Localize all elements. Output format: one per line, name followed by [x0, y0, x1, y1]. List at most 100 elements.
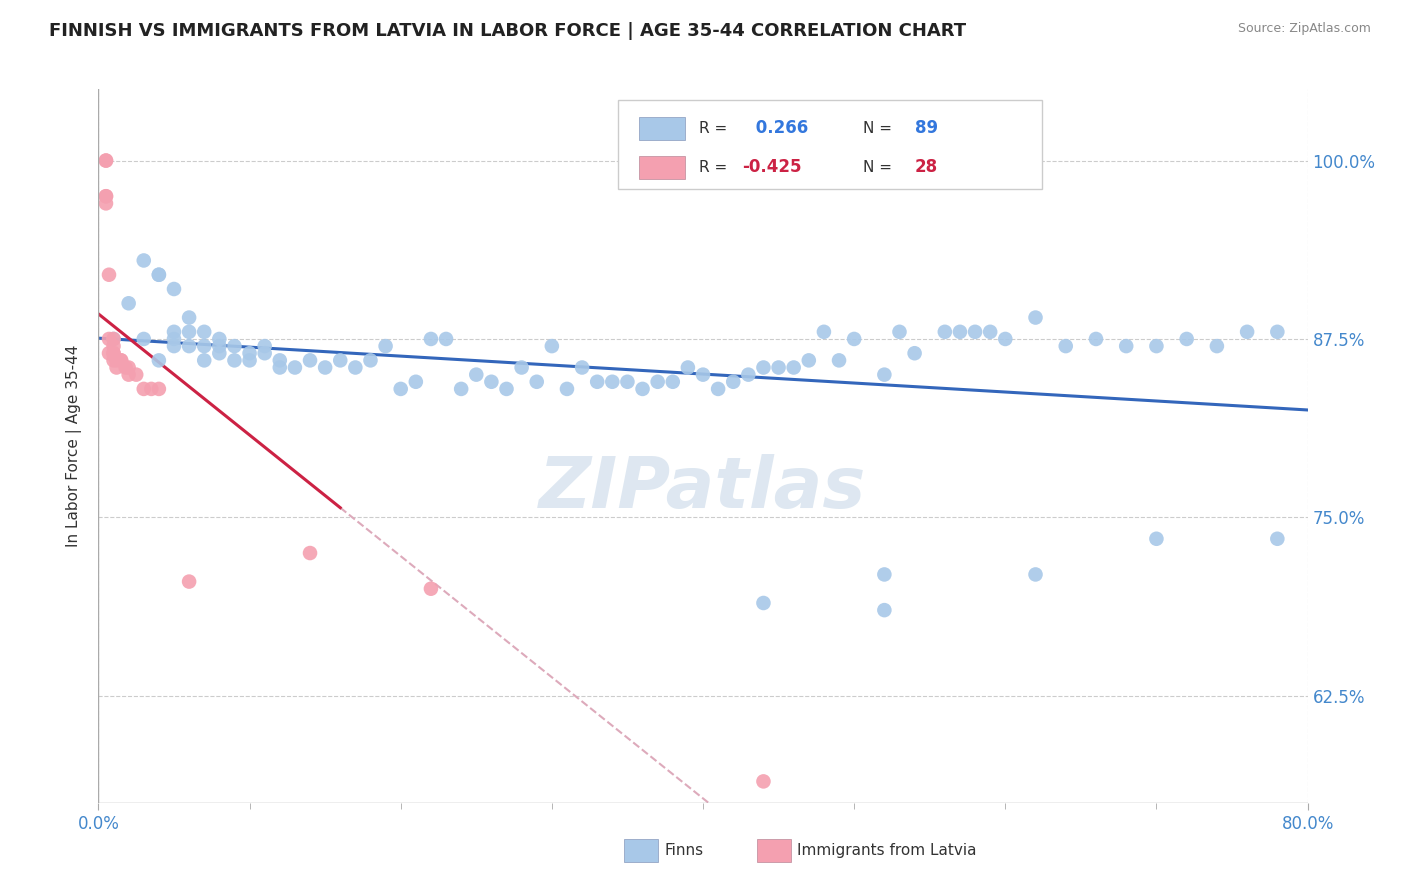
- Point: [98, 346, 121, 360]
- Text: Source: ZipAtlas.com: Source: ZipAtlas.com: [1237, 22, 1371, 36]
- Point: [132, 382, 155, 396]
- Point: [844, 332, 866, 346]
- Point: [253, 339, 276, 353]
- Point: [314, 360, 336, 375]
- Point: [526, 375, 548, 389]
- Point: [94, 153, 117, 168]
- Point: [752, 596, 775, 610]
- Point: [616, 375, 638, 389]
- Point: [239, 346, 262, 360]
- Point: [105, 353, 128, 368]
- Point: [889, 325, 911, 339]
- Point: [94, 153, 117, 168]
- Text: N =: N =: [863, 160, 897, 175]
- Point: [979, 325, 1001, 339]
- Point: [586, 375, 609, 389]
- Point: [571, 360, 593, 375]
- Bar: [638, 117, 685, 139]
- Point: [163, 339, 186, 353]
- Point: [873, 603, 896, 617]
- Point: [208, 339, 231, 353]
- Point: [224, 353, 246, 368]
- Point: [405, 375, 427, 389]
- Point: [94, 189, 117, 203]
- Point: [114, 360, 136, 375]
- Point: [873, 567, 896, 582]
- Point: [934, 325, 956, 339]
- Point: [193, 339, 215, 353]
- Point: [269, 360, 291, 375]
- Point: [752, 774, 775, 789]
- Text: 0.266: 0.266: [751, 120, 808, 137]
- Point: [768, 360, 790, 375]
- Point: [949, 325, 972, 339]
- Point: [208, 332, 231, 346]
- Point: [132, 253, 155, 268]
- Point: [98, 268, 121, 282]
- Point: [661, 375, 683, 389]
- Point: [103, 346, 125, 360]
- Point: [1144, 532, 1167, 546]
- Point: [299, 546, 322, 560]
- Bar: [624, 839, 658, 862]
- Point: [148, 353, 170, 368]
- Point: [602, 375, 624, 389]
- Point: [193, 353, 215, 368]
- Text: FINNISH VS IMMIGRANTS FROM LATVIA IN LABOR FORCE | AGE 35-44 CORRELATION CHART: FINNISH VS IMMIGRANTS FROM LATVIA IN LAB…: [49, 22, 966, 40]
- Point: [179, 574, 201, 589]
- Point: [118, 368, 141, 382]
- Point: [299, 353, 322, 368]
- Point: [110, 353, 132, 368]
- Text: 28: 28: [915, 159, 938, 177]
- Bar: [638, 156, 685, 179]
- Point: [94, 189, 117, 203]
- Point: [1175, 332, 1198, 346]
- Point: [103, 346, 125, 360]
- Point: [1236, 325, 1258, 339]
- Point: [103, 353, 125, 368]
- FancyBboxPatch shape: [619, 100, 1042, 189]
- Point: [797, 353, 820, 368]
- Point: [707, 382, 730, 396]
- Point: [239, 353, 262, 368]
- Point: [965, 325, 987, 339]
- Point: [1267, 532, 1289, 546]
- Point: [118, 360, 141, 375]
- Point: [179, 325, 201, 339]
- Point: [828, 353, 851, 368]
- Point: [98, 332, 121, 346]
- Point: [269, 353, 291, 368]
- Text: R =: R =: [699, 120, 733, 136]
- Point: [540, 339, 562, 353]
- Point: [125, 368, 148, 382]
- Point: [163, 325, 186, 339]
- Point: [94, 196, 117, 211]
- Point: [631, 382, 654, 396]
- Point: [1115, 339, 1137, 353]
- Text: 89: 89: [915, 120, 938, 137]
- Text: R =: R =: [699, 160, 733, 175]
- Point: [813, 325, 835, 339]
- Bar: [758, 839, 792, 862]
- Point: [148, 268, 170, 282]
- Point: [374, 339, 396, 353]
- Point: [873, 368, 896, 382]
- Point: [495, 382, 517, 396]
- Point: [676, 360, 699, 375]
- Point: [1144, 339, 1167, 353]
- Point: [103, 332, 125, 346]
- Point: [179, 339, 201, 353]
- Point: [132, 332, 155, 346]
- Point: [647, 375, 669, 389]
- Point: [224, 339, 246, 353]
- Point: [555, 382, 578, 396]
- Point: [904, 346, 927, 360]
- Point: [1024, 310, 1046, 325]
- Text: ZIPatlas: ZIPatlas: [540, 454, 866, 524]
- Point: [1085, 332, 1108, 346]
- Point: [193, 325, 215, 339]
- Point: [434, 332, 457, 346]
- Point: [253, 346, 276, 360]
- Point: [110, 353, 132, 368]
- Point: [737, 368, 759, 382]
